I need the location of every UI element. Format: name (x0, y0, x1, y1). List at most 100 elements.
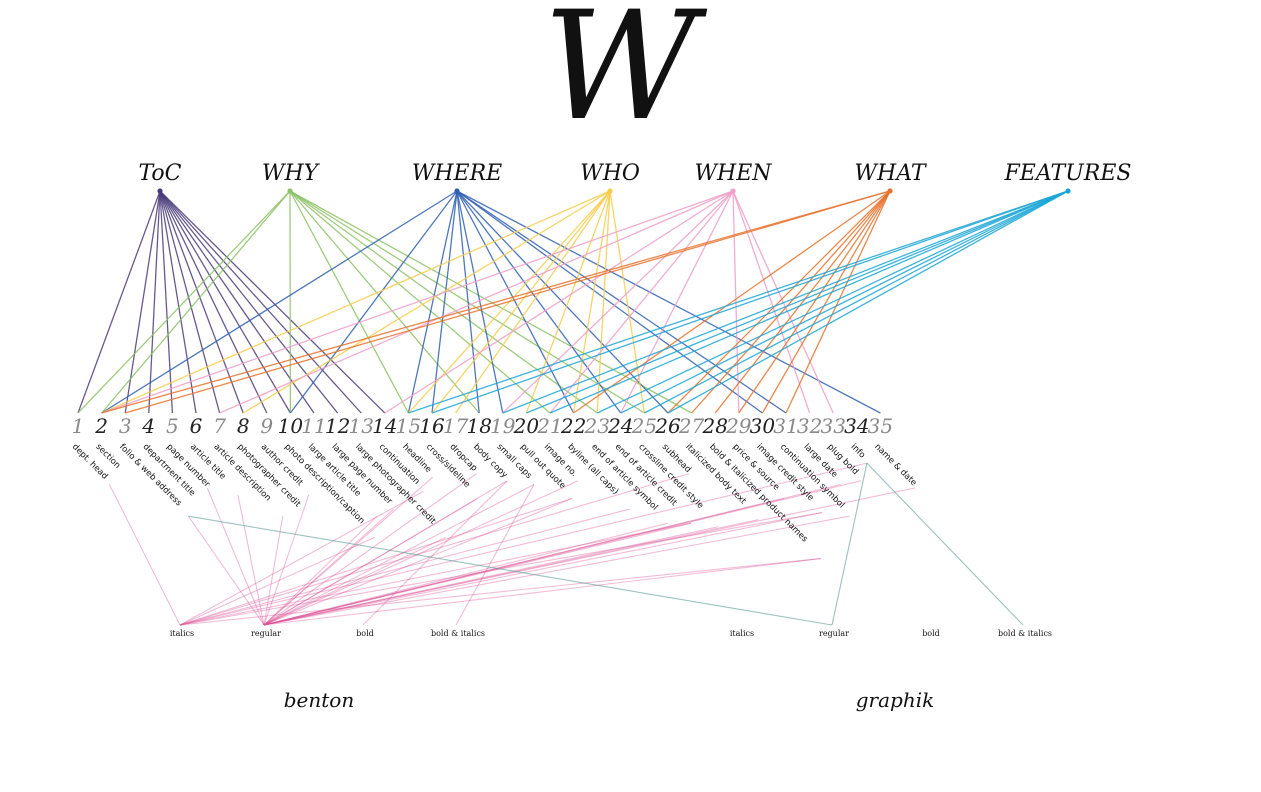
link-what-2 (101, 190, 891, 414)
link-where-10 (289, 190, 458, 414)
link-where-19 (456, 190, 504, 414)
link-where-24 (456, 190, 622, 414)
link-who-25 (609, 190, 646, 414)
font-link-benton-1-35 (263, 487, 916, 626)
link-when-21 (549, 190, 734, 414)
font-link-benton-1-16 (263, 498, 478, 626)
category-label-toc: ToC (138, 161, 181, 186)
element-number-3: 3 (119, 414, 132, 438)
link-who-16 (431, 190, 611, 414)
link-when-33 (732, 190, 834, 414)
font-link-benton-1-25 (263, 526, 719, 626)
link-who-17 (455, 190, 611, 414)
font-weight-links (108, 462, 1024, 626)
link-when-32 (732, 190, 811, 414)
font-link-benton-1-11 (263, 515, 378, 626)
font-link-benton-1-13 (263, 536, 446, 626)
link-why-18 (289, 190, 480, 414)
link-toc-11 (159, 190, 315, 414)
font-link-benton-0-26 (179, 473, 689, 626)
link-toc-6 (159, 190, 197, 414)
link-what-31 (785, 190, 891, 414)
link-what-26 (667, 190, 891, 414)
font-family-labels: benton graphik (284, 688, 934, 712)
font-link-benton-1-5 (206, 487, 265, 626)
weight-label-benton-2: bold (356, 629, 374, 638)
link-what-28 (714, 190, 891, 414)
link-features-15 (408, 190, 1069, 414)
font-link-benton-1-24 (263, 522, 692, 626)
link-why-25 (289, 190, 645, 414)
element-number-28: 28 (701, 414, 727, 438)
link-where-2 (101, 190, 458, 414)
category-labels: ToC WHY WHERE WHO WHEN WHAT FEATURES (138, 161, 1131, 186)
font-link-benton-0-24 (179, 522, 692, 626)
font-link-benton-1-15 (263, 476, 434, 626)
link-where-30 (456, 190, 763, 414)
element-number-22: 22 (560, 414, 586, 438)
element-number-27: 27 (678, 414, 705, 438)
font-link-benton-1-33 (263, 480, 862, 626)
link-toc-9 (159, 190, 268, 414)
element-number-23: 23 (583, 414, 609, 438)
element-numbers: 1 2 3 4 5 6 7 8 9 1011121314151617181920212223242… (72, 414, 893, 438)
link-who-2 (101, 190, 611, 414)
link-features-24 (620, 190, 1069, 414)
font-link-benton-1-29 (263, 497, 785, 626)
element-label-35: name & date (872, 442, 918, 488)
font-link-benton-1-9 (263, 494, 310, 626)
link-why-1 (77, 190, 291, 414)
element-number-32: 32 (797, 414, 822, 438)
element-number-12: 12 (325, 414, 350, 438)
font-link-benton-1-31 (263, 515, 850, 626)
font-link-benton-1-23 (263, 522, 668, 626)
element-number-33: 33 (820, 414, 845, 438)
font-link-benton-1-19 (263, 483, 535, 626)
link-where-31 (456, 190, 787, 414)
element-number-21: 21 (536, 414, 562, 438)
link-toc-14 (159, 190, 386, 414)
category-label-what: WHAT (854, 161, 927, 186)
link-features-20 (526, 190, 1069, 414)
link-features-23 (596, 190, 1069, 414)
link-where-16 (431, 190, 458, 414)
font-link-benton-0-1 (108, 484, 181, 626)
element-number-16: 16 (419, 414, 445, 438)
font-link-benton-3-19 (455, 484, 535, 626)
element-number-18: 18 (466, 414, 491, 438)
link-what-30 (761, 190, 891, 414)
link-why-21 (289, 190, 551, 414)
font-link-benton-2-18 (362, 480, 508, 626)
link-where-22 (456, 190, 575, 414)
font-link-benton-0-10 (179, 536, 376, 626)
link-toc-4 (148, 190, 161, 414)
category-links (77, 188, 1071, 414)
weight-label-graphik-0: italics (730, 629, 754, 638)
link-why-27 (289, 190, 692, 414)
element-number-26: 26 (654, 414, 681, 438)
link-when-24 (620, 190, 734, 414)
link-features-19 (502, 190, 1069, 414)
element-number-19: 19 (490, 414, 516, 438)
element-number-24: 24 (607, 414, 633, 438)
link-toc-5 (159, 190, 174, 414)
font-link-graphik-1-3 (188, 515, 833, 626)
element-number-20: 20 (513, 414, 540, 438)
category-label-when: WHEN (694, 161, 772, 186)
font-link-benton-0-34 (179, 462, 868, 626)
link-when-14 (384, 190, 734, 414)
link-why-23 (289, 190, 598, 414)
element-number-11: 11 (301, 414, 326, 438)
element-number-6: 6 (190, 414, 203, 438)
font-link-benton-0-28 (179, 558, 821, 626)
font-link-benton-1-21 (263, 480, 579, 626)
font-link-benton-1-28 (263, 558, 821, 626)
element-number-35: 35 (868, 414, 893, 438)
weight-label-graphik-1: regular (819, 629, 849, 638)
link-what-27 (691, 190, 891, 414)
category-label-features: FEATURES (1004, 161, 1132, 186)
font-link-benton-1-17 (263, 473, 477, 626)
font-link-benton-1-7 (263, 516, 284, 626)
element-number-14: 14 (372, 414, 397, 438)
font-link-benton-0-14 (179, 490, 424, 626)
